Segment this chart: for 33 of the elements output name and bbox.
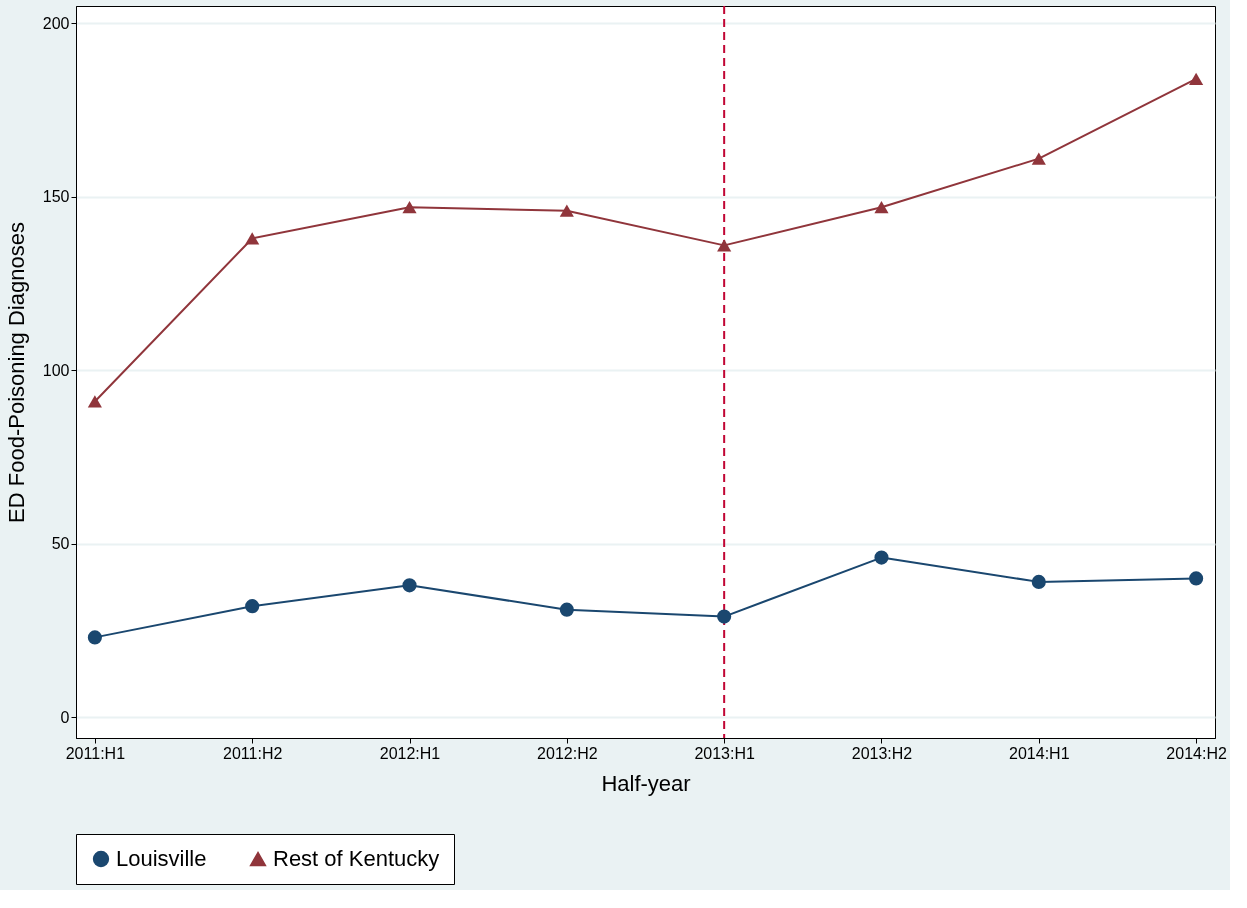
y-tick-label: 0 (60, 708, 70, 726)
point (717, 239, 732, 252)
x-tick-label: 2013:H1 (694, 744, 755, 762)
point (559, 602, 574, 617)
point (87, 395, 102, 408)
point (717, 609, 732, 624)
point (1189, 72, 1204, 85)
x-tick-label: 2013:H2 (851, 744, 913, 762)
x-tick-label: 2011:H1 (65, 744, 126, 762)
point (1031, 574, 1046, 589)
y-tick-label: 200 (42, 14, 70, 32)
x-tick-label: 2014:H2 (1166, 744, 1227, 762)
point (402, 201, 417, 214)
y-axis-title: ED Food-Poisoning Diagnoses (3, 222, 29, 523)
legend-label: Louisville (116, 846, 207, 871)
x-tick-label: 2012:H2 (537, 744, 598, 762)
point (1031, 152, 1046, 165)
x-axis-title: Half-year (601, 770, 691, 796)
point (559, 204, 574, 217)
x-tick-label: 2012:H1 (379, 744, 441, 762)
point (874, 201, 889, 214)
legend-label: Rest of Kentucky (273, 846, 440, 871)
x-tick-label: 2014:H1 (1009, 744, 1070, 762)
y-tick-label: 100 (42, 361, 70, 379)
x-tick-label: 2011:H2 (223, 744, 283, 762)
point (874, 550, 889, 565)
point (245, 232, 260, 245)
point (402, 578, 417, 593)
y-tick-label: 50 (51, 535, 70, 553)
point (87, 630, 102, 645)
y-tick-label: 150 (42, 188, 70, 206)
point (245, 599, 260, 614)
point (1189, 571, 1204, 586)
